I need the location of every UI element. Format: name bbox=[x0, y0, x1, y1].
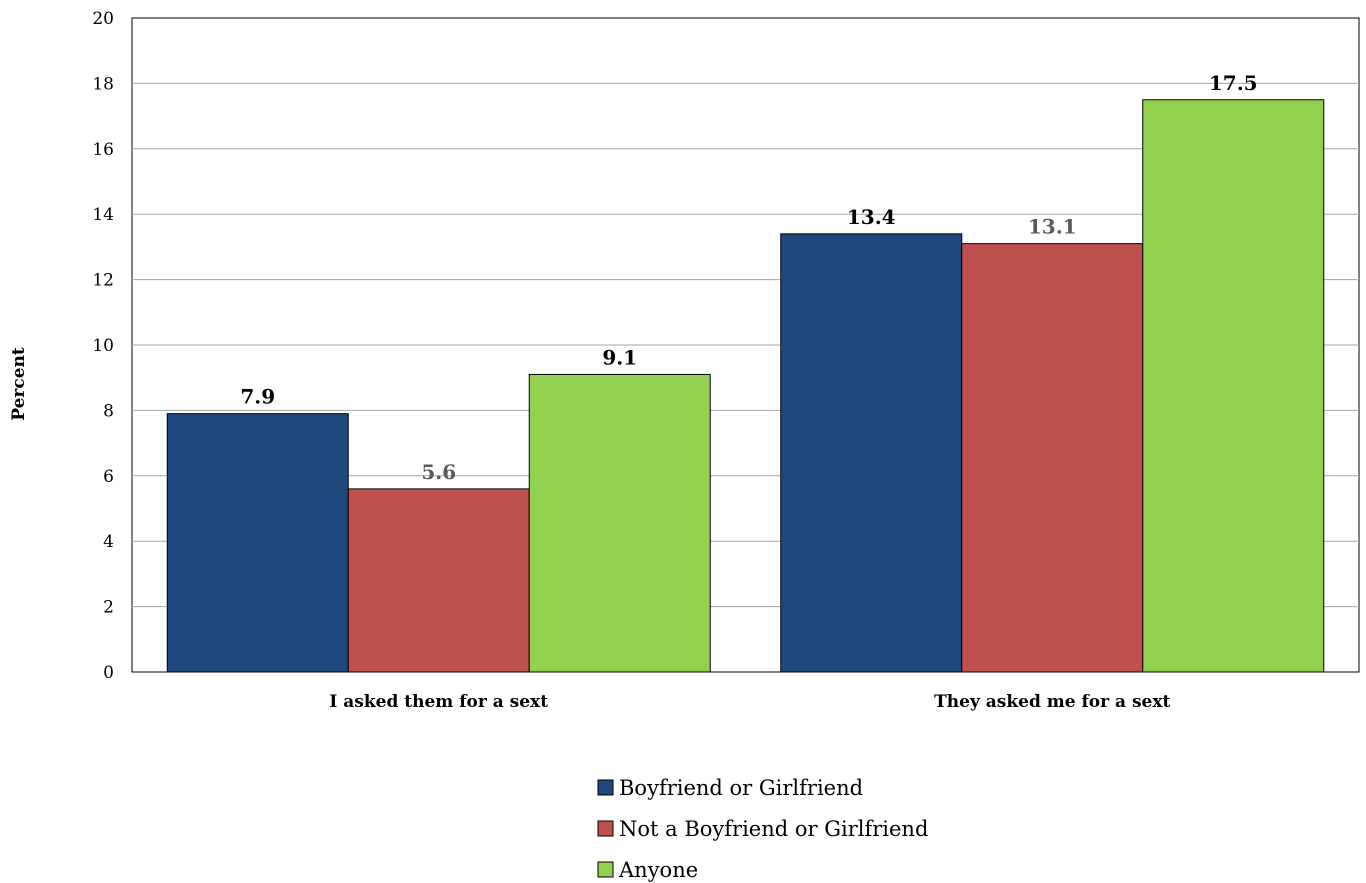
bar bbox=[347, 488, 530, 673]
data-label: 17.5 bbox=[1209, 71, 1258, 95]
bar bbox=[166, 413, 349, 673]
legend: Boyfriend or Girlfriend Not a Boyfriend o… bbox=[597, 776, 928, 882]
data-label: 5.6 bbox=[421, 460, 456, 484]
y-tick-label: 0 bbox=[103, 663, 114, 683]
data-labels: 7.9 5.6 9.1 13.4 13.1 17.5 bbox=[240, 71, 1257, 484]
legend-label: Not a Boyfriend or Girlfriend bbox=[619, 817, 928, 841]
legend-swatch bbox=[597, 779, 614, 796]
data-label: 13.4 bbox=[847, 205, 896, 229]
bar bbox=[1142, 99, 1325, 673]
y-tick-label: 20 bbox=[92, 9, 114, 29]
bars bbox=[166, 99, 1325, 673]
y-tick-label: 14 bbox=[92, 205, 114, 225]
y-tick-label: 6 bbox=[103, 467, 114, 487]
y-tick-label: 8 bbox=[103, 401, 114, 421]
y-tick-label: 10 bbox=[92, 336, 114, 356]
bar bbox=[961, 243, 1144, 673]
y-axis-ticks: 0 2 4 6 8 10 12 14 16 18 20 bbox=[92, 9, 114, 683]
y-tick-label: 2 bbox=[103, 598, 114, 618]
y-tick-label: 18 bbox=[92, 74, 114, 94]
y-axis-title: Percent bbox=[9, 347, 29, 421]
bar bbox=[780, 233, 963, 673]
legend-label: Boyfriend or Girlfriend bbox=[619, 776, 863, 800]
x-tick-label: I asked them for a sext bbox=[329, 692, 548, 712]
data-label: 9.1 bbox=[602, 345, 637, 369]
legend-swatch bbox=[597, 820, 614, 837]
y-tick-label: 12 bbox=[92, 271, 114, 291]
y-tick-label: 16 bbox=[92, 140, 114, 160]
x-axis-labels: I asked them for a sext They asked me for… bbox=[329, 692, 1170, 712]
bar bbox=[528, 373, 711, 673]
legend-swatch bbox=[597, 861, 614, 878]
y-tick-label: 4 bbox=[103, 532, 114, 552]
x-tick-label: They asked me for a sext bbox=[934, 692, 1170, 712]
data-label: 7.9 bbox=[240, 385, 275, 409]
legend-label: Anyone bbox=[618, 858, 698, 882]
data-label: 13.1 bbox=[1028, 215, 1077, 239]
